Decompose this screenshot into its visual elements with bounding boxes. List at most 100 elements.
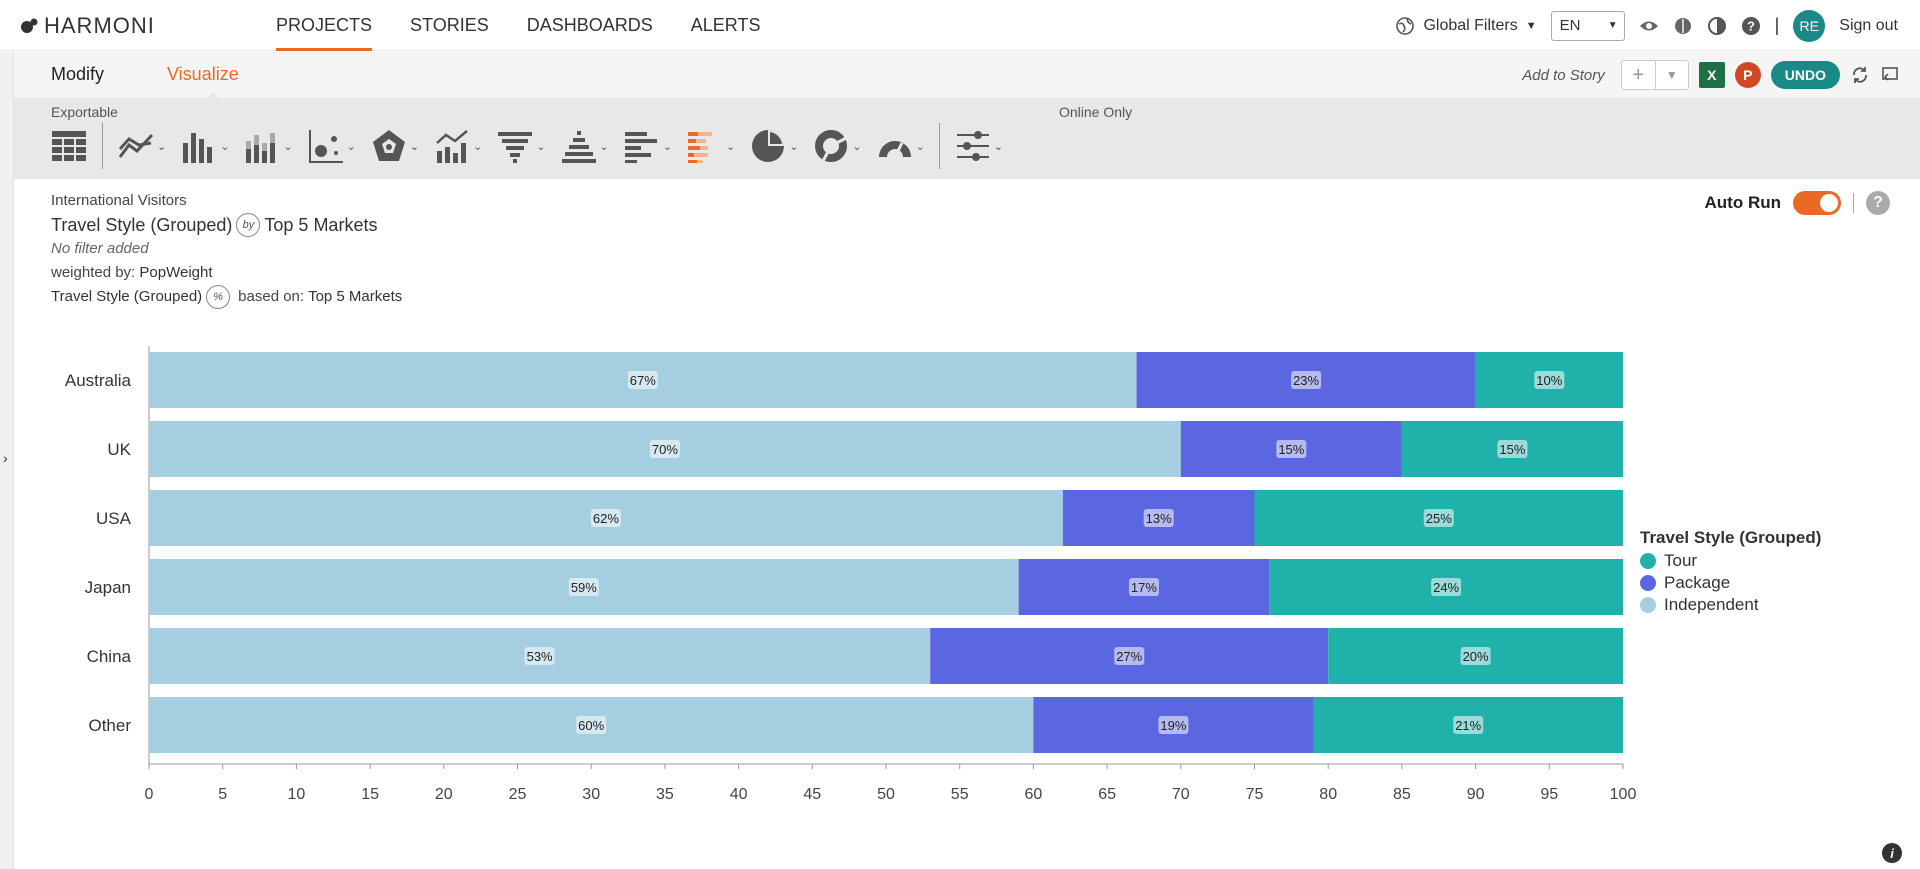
radar-chart-icon xyxy=(372,130,405,161)
filter-sliders-button[interactable]: ⌄ xyxy=(954,127,1003,165)
category-label: USA xyxy=(96,509,132,528)
filter-status: No filter added xyxy=(51,240,149,257)
tab-visualize[interactable]: Visualize xyxy=(167,64,239,84)
data-label-bg xyxy=(1460,647,1491,665)
x-tick-label: 30 xyxy=(582,786,600,803)
excel-export-icon[interactable]: X xyxy=(1698,62,1725,88)
x-tick-label: 0 xyxy=(145,786,154,803)
dataset-name: International Visitors xyxy=(51,192,187,209)
auto-run-toggle[interactable] xyxy=(1793,191,1841,215)
reset-view-icon[interactable] xyxy=(1880,65,1900,85)
horizontal-bar-chart-button[interactable]: ⌄ xyxy=(623,127,672,165)
row-variable: Travel Style (Grouped) xyxy=(51,215,233,235)
user-avatar[interactable]: RE xyxy=(1793,9,1826,42)
percent-variable: Travel Style (Grouped) xyxy=(51,288,203,305)
radar-chart-button[interactable]: ⌄ xyxy=(370,127,419,165)
add-to-story-dropdown[interactable]: ▼ xyxy=(1654,61,1688,89)
data-label-bg xyxy=(627,371,658,389)
nav-projects[interactable]: PROJECTS xyxy=(276,0,373,51)
table-button[interactable] xyxy=(50,127,88,165)
help-icon[interactable]: ? xyxy=(1741,16,1761,36)
data-label: 17% xyxy=(1131,580,1157,595)
undo-button[interactable]: UNDO xyxy=(1770,61,1840,89)
info-icon[interactable]: i xyxy=(1882,843,1902,863)
stacked-bar-chart-icon xyxy=(246,133,276,163)
category-label: Australia xyxy=(65,371,132,390)
pie-chart-button[interactable]: ⌄ xyxy=(749,127,798,165)
global-filters-button[interactable]: Global Filters ▼ xyxy=(1395,16,1537,36)
add-to-story-label: Add to Story xyxy=(1522,66,1605,84)
bar-chart-button[interactable]: ⌄ xyxy=(180,127,229,165)
percent-icon: % xyxy=(206,285,231,309)
column-variable: Top 5 Markets xyxy=(264,215,378,235)
based-on-label: based on: xyxy=(238,288,305,305)
x-tick-label: 80 xyxy=(1319,786,1337,803)
data-label-bg xyxy=(568,578,599,596)
data-label-bg xyxy=(590,509,621,527)
legend-swatch xyxy=(1640,553,1656,569)
scatter-chart-button[interactable]: ⌄ xyxy=(307,127,356,165)
logo-text: HARMONI xyxy=(44,13,155,38)
powerpoint-export-icon[interactable]: P xyxy=(1734,62,1761,88)
combo-chart-icon xyxy=(436,130,468,163)
harmoni-logo[interactable]: HARMONI xyxy=(20,13,155,39)
data-label-bg xyxy=(1534,371,1565,389)
top-bar: HARMONI PROJECTS STORIES DASHBOARDS ALER… xyxy=(0,0,1920,51)
analysis-summary: International Visitors Travel Style (Gro… xyxy=(51,189,402,309)
sign-out-link[interactable]: Sign out xyxy=(1839,16,1898,34)
pyramid-chart-icon xyxy=(561,131,596,163)
eye-icon[interactable] xyxy=(1639,16,1659,36)
refresh-icon[interactable] xyxy=(1850,65,1870,85)
category-label: Japan xyxy=(85,578,131,597)
data-label-bg xyxy=(1431,578,1462,596)
globe-icon xyxy=(1396,16,1415,35)
combo-chart-button[interactable]: ⌄ xyxy=(433,127,482,165)
nav-stories[interactable]: STORIES xyxy=(410,15,489,35)
funnel-chart-button[interactable]: ⌄ xyxy=(496,127,546,165)
data-label-bg xyxy=(1158,716,1189,734)
chevron-down-icon: ⌄ xyxy=(662,140,672,153)
data-label-bg xyxy=(1143,509,1174,527)
legend-item-independent[interactable]: Independent xyxy=(1640,594,1821,616)
language-value: EN xyxy=(1559,17,1581,34)
chart-type-toolbar: Exportable Online Only ⌄ ⌄ ⌄ ⌄ ⌄ ⌄ ⌄ ⌄ ⌄… xyxy=(14,99,1920,179)
tab-modify[interactable]: Modify xyxy=(51,64,105,84)
chevron-right-icon: › xyxy=(3,450,8,466)
legend-item-package[interactable]: Package xyxy=(1640,572,1821,594)
weighted-label: weighted by: xyxy=(51,264,136,281)
language-select[interactable]: EN ▼ xyxy=(1550,10,1625,41)
funnel-chart-icon xyxy=(498,132,533,163)
line-chart-button[interactable]: ⌄ xyxy=(117,127,166,165)
chevron-down-icon: ⌄ xyxy=(599,140,609,153)
add-to-story-button[interactable]: + xyxy=(1632,63,1645,86)
x-tick-label: 40 xyxy=(730,786,748,803)
data-label-bg xyxy=(1453,716,1484,734)
x-tick-label: 15 xyxy=(361,786,379,803)
legend-item-tour[interactable]: Tour xyxy=(1640,550,1821,572)
line-chart-icon xyxy=(118,133,154,158)
nav-alerts[interactable]: ALERTS xyxy=(690,15,761,35)
x-tick-label: 55 xyxy=(951,786,969,803)
stacked-bar-chart-button[interactable]: ⌄ xyxy=(243,127,293,165)
data-label: 25% xyxy=(1426,511,1452,526)
chevron-down-icon: ⌄ xyxy=(993,140,1004,153)
pyramid-chart-button[interactable]: ⌄ xyxy=(560,127,609,165)
horizontal-bar-chart-icon xyxy=(624,132,657,163)
x-tick-label: 100 xyxy=(1610,786,1637,803)
nav-dashboards[interactable]: DASHBOARDS xyxy=(526,15,653,35)
help-icon[interactable]: ? xyxy=(1866,191,1890,215)
contrast-icon[interactable] xyxy=(1707,16,1727,36)
data-label: 20% xyxy=(1463,649,1489,664)
brain-icon[interactable] xyxy=(1673,16,1693,36)
gauge-chart-button[interactable]: ⌄ xyxy=(876,127,925,165)
data-label: 67% xyxy=(630,373,656,388)
percent-base-line: Travel Style (Grouped) % based on: Top 5… xyxy=(51,285,402,309)
donut-chart-button[interactable]: ⌄ xyxy=(812,127,862,165)
donut-chart-icon xyxy=(815,130,850,164)
side-panel-toggle[interactable]: › xyxy=(0,52,14,869)
stacked-horizontal-bar-chart-button[interactable]: ⌄ xyxy=(686,127,735,165)
legend-title: Travel Style (Grouped) xyxy=(1640,528,1822,547)
data-label: 13% xyxy=(1146,511,1172,526)
divider: | xyxy=(1774,15,1780,35)
add-to-story-control: + ▼ xyxy=(1620,60,1689,90)
